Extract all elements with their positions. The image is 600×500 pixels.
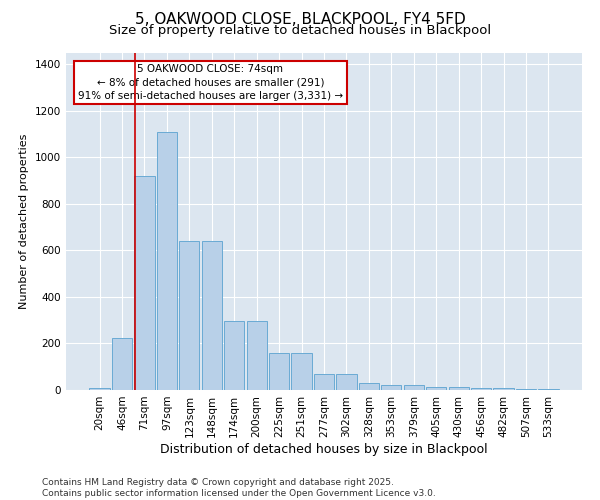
Bar [493,388,514,390]
Text: 5 OAKWOOD CLOSE: 74sqm
← 8% of detached houses are smaller (291)
91% of semi-det: 5 OAKWOOD CLOSE: 74sqm ← 8% of detached … [78,64,343,100]
Y-axis label: Number of detached properties: Number of detached properties [19,134,29,309]
Bar [89,388,110,390]
Bar [134,176,155,390]
Text: 5, OAKWOOD CLOSE, BLACKPOOL, FY4 5FD: 5, OAKWOOD CLOSE, BLACKPOOL, FY4 5FD [134,12,466,28]
Bar [292,353,311,390]
X-axis label: Distribution of detached houses by size in Blackpool: Distribution of detached houses by size … [160,442,488,456]
Bar [202,241,222,390]
Bar [471,388,491,390]
Bar [449,386,469,390]
Bar [359,383,379,390]
Bar [224,322,244,390]
Text: Size of property relative to detached houses in Blackpool: Size of property relative to detached ho… [109,24,491,37]
Bar [426,386,446,390]
Bar [337,374,356,390]
Bar [112,338,132,390]
Bar [314,374,334,390]
Bar [157,132,177,390]
Bar [247,322,267,390]
Bar [179,241,199,390]
Bar [404,386,424,390]
Text: Contains HM Land Registry data © Crown copyright and database right 2025.
Contai: Contains HM Land Registry data © Crown c… [42,478,436,498]
Bar [269,353,289,390]
Bar [381,386,401,390]
